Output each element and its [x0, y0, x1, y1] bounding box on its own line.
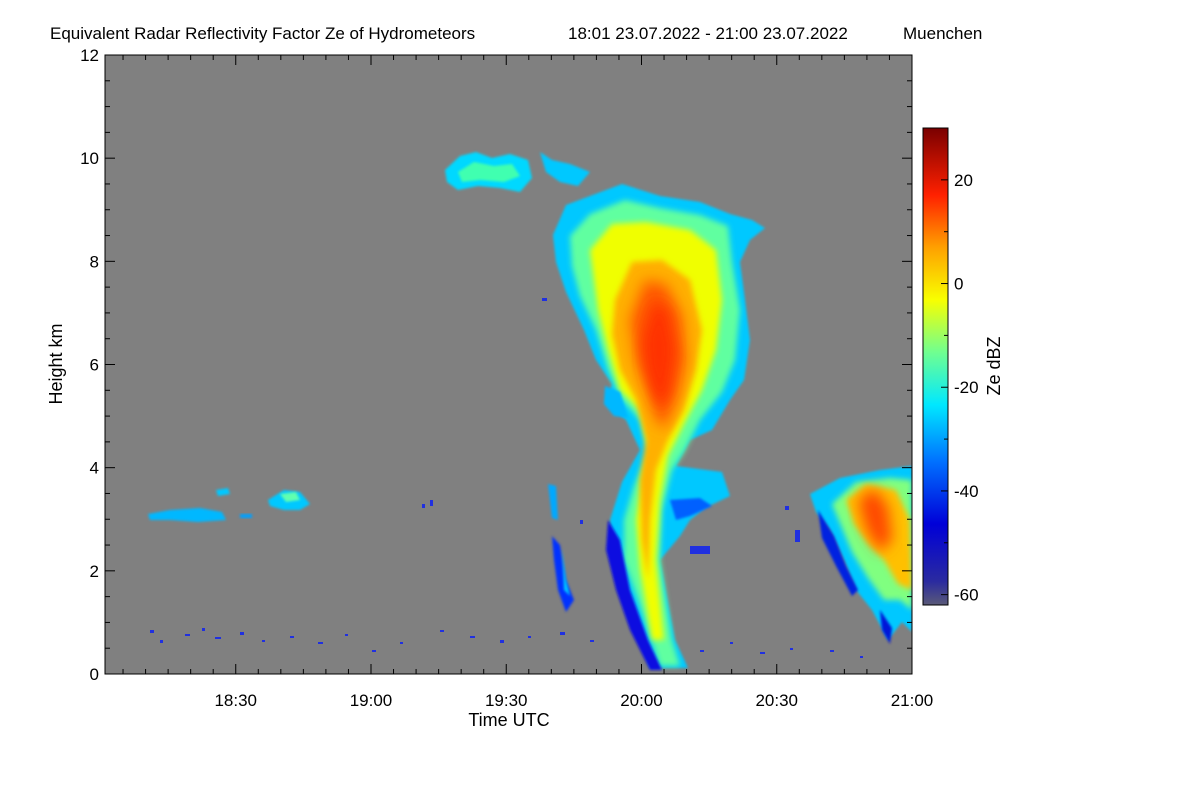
- plot-area: [105, 55, 912, 674]
- colorbar-tick-label: -40: [954, 482, 979, 501]
- y-tick-label: 2: [90, 562, 99, 581]
- y-tick-label: 8: [90, 252, 99, 271]
- y-axis: 0 2 4 6 8 10 12: [80, 46, 912, 684]
- x-axis-label: Time UTC: [468, 710, 549, 730]
- convective-cell: [548, 184, 765, 670]
- x-tick-label: 19:30: [485, 691, 528, 710]
- y-tick-label: 4: [90, 459, 99, 478]
- second-cell: [810, 466, 912, 644]
- x-tick-label: 20:00: [620, 691, 663, 710]
- colorbar-label: Ze dBZ: [984, 336, 1004, 395]
- chart-title: Equivalent Radar Reflectivity Factor Ze …: [50, 24, 475, 43]
- colorbar-tick-label: -20: [954, 378, 979, 397]
- y-tick-label: 10: [80, 149, 99, 168]
- x-tick-label: 20:30: [755, 691, 798, 710]
- cirrus-fragment: [445, 152, 590, 192]
- y-tick-label: 0: [90, 665, 99, 684]
- y-axis-label: Height km: [46, 323, 66, 404]
- chart-location: Muenchen: [903, 24, 982, 43]
- chart-time-range: 18:01 23.07.2022 - 21:00 23.07.2022: [568, 24, 848, 43]
- colorbar-tick-label: 20: [954, 171, 973, 190]
- y-tick-label: 12: [80, 46, 99, 65]
- colorbar-tick-label: 0: [954, 275, 963, 294]
- echo-layer: [148, 152, 912, 670]
- surface-clutter: [150, 298, 863, 658]
- x-tick-label: 21:00: [891, 691, 934, 710]
- colorbar-axis: -60 -40 -20 0 20: [941, 127, 979, 605]
- x-tick-label: 19:00: [350, 691, 393, 710]
- colorbar-tick-label: -60: [954, 586, 979, 605]
- mid-level-layer: [148, 488, 310, 522]
- y-tick-label: 6: [90, 356, 99, 375]
- x-axis: 18:30 19:00 19:30 20:00 20:30 21:00: [122, 55, 934, 710]
- colorbar: [922, 127, 949, 606]
- x-tick-label: 18:30: [214, 691, 257, 710]
